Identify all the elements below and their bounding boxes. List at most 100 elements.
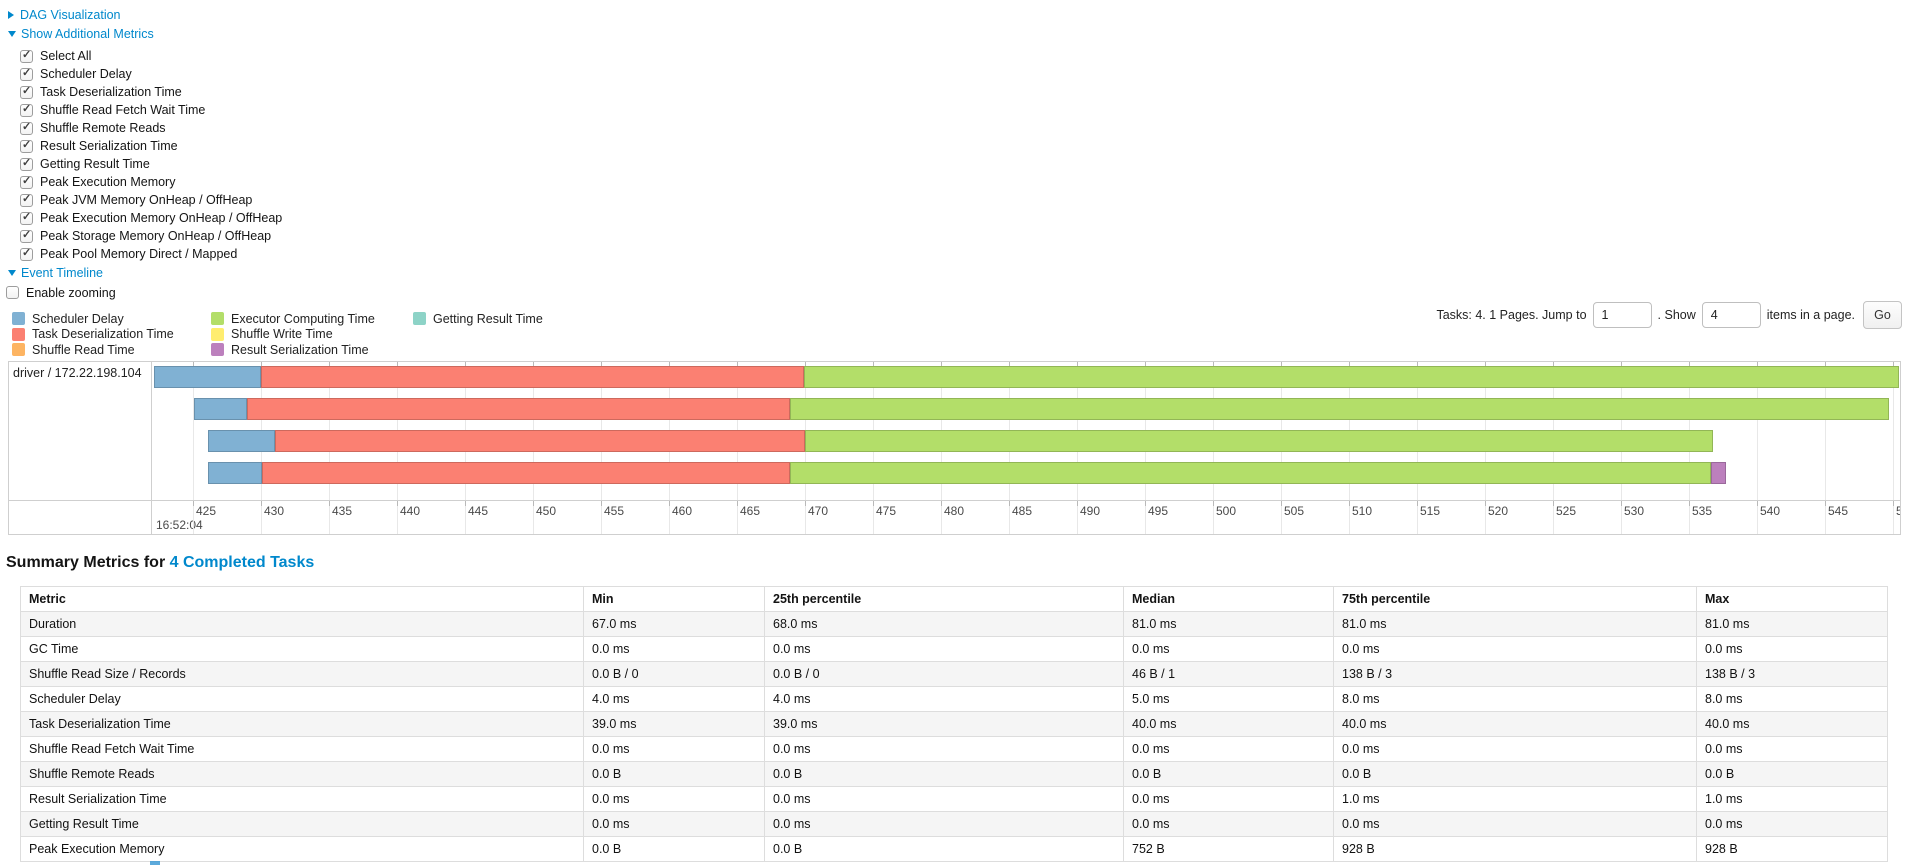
metric-checkbox[interactable] [20, 210, 33, 225]
gridline [329, 501, 330, 534]
summary-cell: 46 B / 1 [1123, 661, 1334, 687]
legend-label: Result Serialization Time [231, 342, 369, 357]
event-timeline-toggle[interactable]: Event Timeline [8, 263, 1907, 282]
tick-stub [465, 362, 466, 367]
gridline [1553, 501, 1554, 534]
gridline [1757, 501, 1758, 534]
tick-stub [941, 501, 942, 506]
metric-checkbox[interactable] [20, 102, 33, 117]
legend-label: Task Deserialization Time [32, 327, 174, 342]
axis-spacer [9, 501, 152, 534]
metric-checkbox[interactable] [20, 84, 33, 99]
executor-computing-time-segment[interactable] [790, 462, 1711, 484]
summary-cell: 0.0 B / 0 [583, 661, 765, 687]
summary-table-header-row: Metric Min 25th percentile Median 75th perce… [20, 586, 1888, 612]
scheduler-delay-segment[interactable] [208, 462, 262, 484]
pagination-prefix-text: Tasks: 4. 1 Pages. Jump to [1436, 308, 1587, 322]
axis-tick-label: 530 [1624, 504, 1645, 518]
summary-cell: 0.0 ms [764, 811, 1124, 837]
legend-label: Scheduler Delay [32, 311, 124, 326]
axis-tick-label: 450 [536, 504, 557, 518]
summary-cell: 4.0 ms [583, 686, 765, 712]
show-additional-metrics-link[interactable]: Show Additional Metrics [21, 26, 154, 41]
gridline [601, 501, 602, 534]
task-deserialization-time-segment[interactable] [275, 430, 805, 452]
go-button[interactable]: Go [1863, 301, 1902, 329]
metric-checkbox[interactable] [20, 66, 33, 81]
timeline-axis: 16:52:04 425 430 435 440 445 450 455 460 465 470 4… [9, 500, 1900, 534]
completed-tasks-link[interactable]: 4 Completed Tasks [169, 554, 315, 571]
summary-table-row: Getting Result Time 0.0 ms 0.0 ms 0.0 ms 0.0… [20, 811, 1888, 837]
pagination-mid-text: . Show [1657, 308, 1696, 322]
executor-computing-time-segment[interactable] [805, 430, 1713, 452]
summary-cell: 0.0 ms [583, 786, 765, 812]
summary-cell: 752 B [1123, 836, 1334, 862]
metric-checkbox[interactable] [20, 174, 33, 189]
axis-tick-label: 535 [1692, 504, 1713, 518]
tick-stub [1417, 501, 1418, 506]
dag-visualization-link[interactable]: DAG Visualization [20, 7, 121, 22]
summary-table-body: Duration 67.0 ms 68.0 ms 81.0 ms 81.0 ms 81.0… [20, 611, 1888, 862]
tick-stub [397, 362, 398, 367]
summary-cell: 0.0 B [583, 836, 765, 862]
metric-checkbox[interactable] [20, 192, 33, 207]
tick-stub [533, 362, 534, 367]
event-timeline-link[interactable]: Event Timeline [21, 265, 103, 280]
metric-checkbox-label: Select All [40, 49, 92, 63]
metric-checkbox[interactable] [20, 48, 33, 63]
metric-checkbox-row: Peak Execution Memory [20, 173, 1907, 191]
summary-cell: 40.0 ms [1333, 711, 1697, 737]
summary-cell: GC Time [20, 636, 584, 662]
scheduler-delay-segment[interactable] [154, 366, 261, 388]
metric-checkbox-row: Shuffle Remote Reads [20, 119, 1907, 137]
axis-tick-label: 525 [1556, 504, 1577, 518]
axis-tick-label: 435 [332, 504, 353, 518]
axis-tick-label: 550 [1896, 504, 1900, 518]
legend-item: Result Serialization Time [211, 342, 397, 358]
executor-computing-time-segment[interactable] [790, 398, 1889, 420]
metric-checkbox[interactable] [20, 228, 33, 243]
scheduler-delay-segment[interactable] [208, 430, 275, 452]
tick-stub [1077, 501, 1078, 506]
tick-stub [941, 362, 942, 367]
metric-checkbox[interactable] [20, 246, 33, 261]
tick-stub [193, 501, 194, 506]
tick-stub [805, 362, 806, 367]
summary-cell: 0.0 ms [764, 636, 1124, 662]
scheduler-delay-segment[interactable] [194, 398, 247, 420]
summary-cell: 0.0 ms [1123, 811, 1334, 837]
summary-cell: 39.0 ms [583, 711, 765, 737]
metric-checkbox[interactable] [20, 138, 33, 153]
tick-stub [465, 501, 466, 506]
metric-checkbox[interactable] [20, 120, 33, 135]
executor-computing-time-segment[interactable] [804, 366, 1899, 388]
task-deserialization-time-segment[interactable] [247, 398, 790, 420]
show-additional-metrics-toggle[interactable]: Show Additional Metrics [8, 24, 1907, 43]
axis-tick-label: 475 [876, 504, 897, 518]
legend-and-pager-row: Scheduler Delay Task Deserialization Time… [12, 301, 1907, 359]
legend-item: Scheduler Delay [12, 311, 195, 327]
result-serialization-time-segment[interactable] [1711, 462, 1726, 484]
summary-cell: 0.0 ms [1333, 736, 1697, 762]
summary-metrics-heading: Summary Metrics for 4 Completed Tasks [6, 554, 1907, 572]
summary-cell: Task Deserialization Time [20, 711, 584, 737]
jump-to-page-input[interactable] [1592, 302, 1652, 328]
chevron-down-icon [8, 270, 16, 276]
dag-visualization-toggle[interactable]: DAG Visualization [8, 5, 1907, 24]
metric-checkbox[interactable] [20, 156, 33, 171]
gridline [1689, 501, 1690, 534]
page-size-input[interactable] [1701, 302, 1761, 328]
tick-stub [1213, 362, 1214, 367]
task-deserialization-time-segment[interactable] [261, 366, 804, 388]
summary-table-row: Task Deserialization Time 39.0 ms 39.0 ms 4… [20, 711, 1888, 737]
task-deserialization-time-segment[interactable] [262, 462, 790, 484]
metric-checkbox-label: Shuffle Remote Reads [40, 121, 166, 135]
legend-item: Shuffle Read Time [12, 342, 195, 358]
axis-tick-label: 510 [1352, 504, 1373, 518]
enable-zooming-checkbox[interactable] [6, 286, 19, 299]
metric-checkbox-label: Peak Execution Memory OnHeap / OffHeap [40, 211, 283, 225]
tick-stub [329, 362, 330, 367]
summary-cell: 138 B / 3 [1696, 661, 1888, 687]
task-bar-row [152, 398, 1900, 420]
tick-stub [1893, 501, 1894, 506]
